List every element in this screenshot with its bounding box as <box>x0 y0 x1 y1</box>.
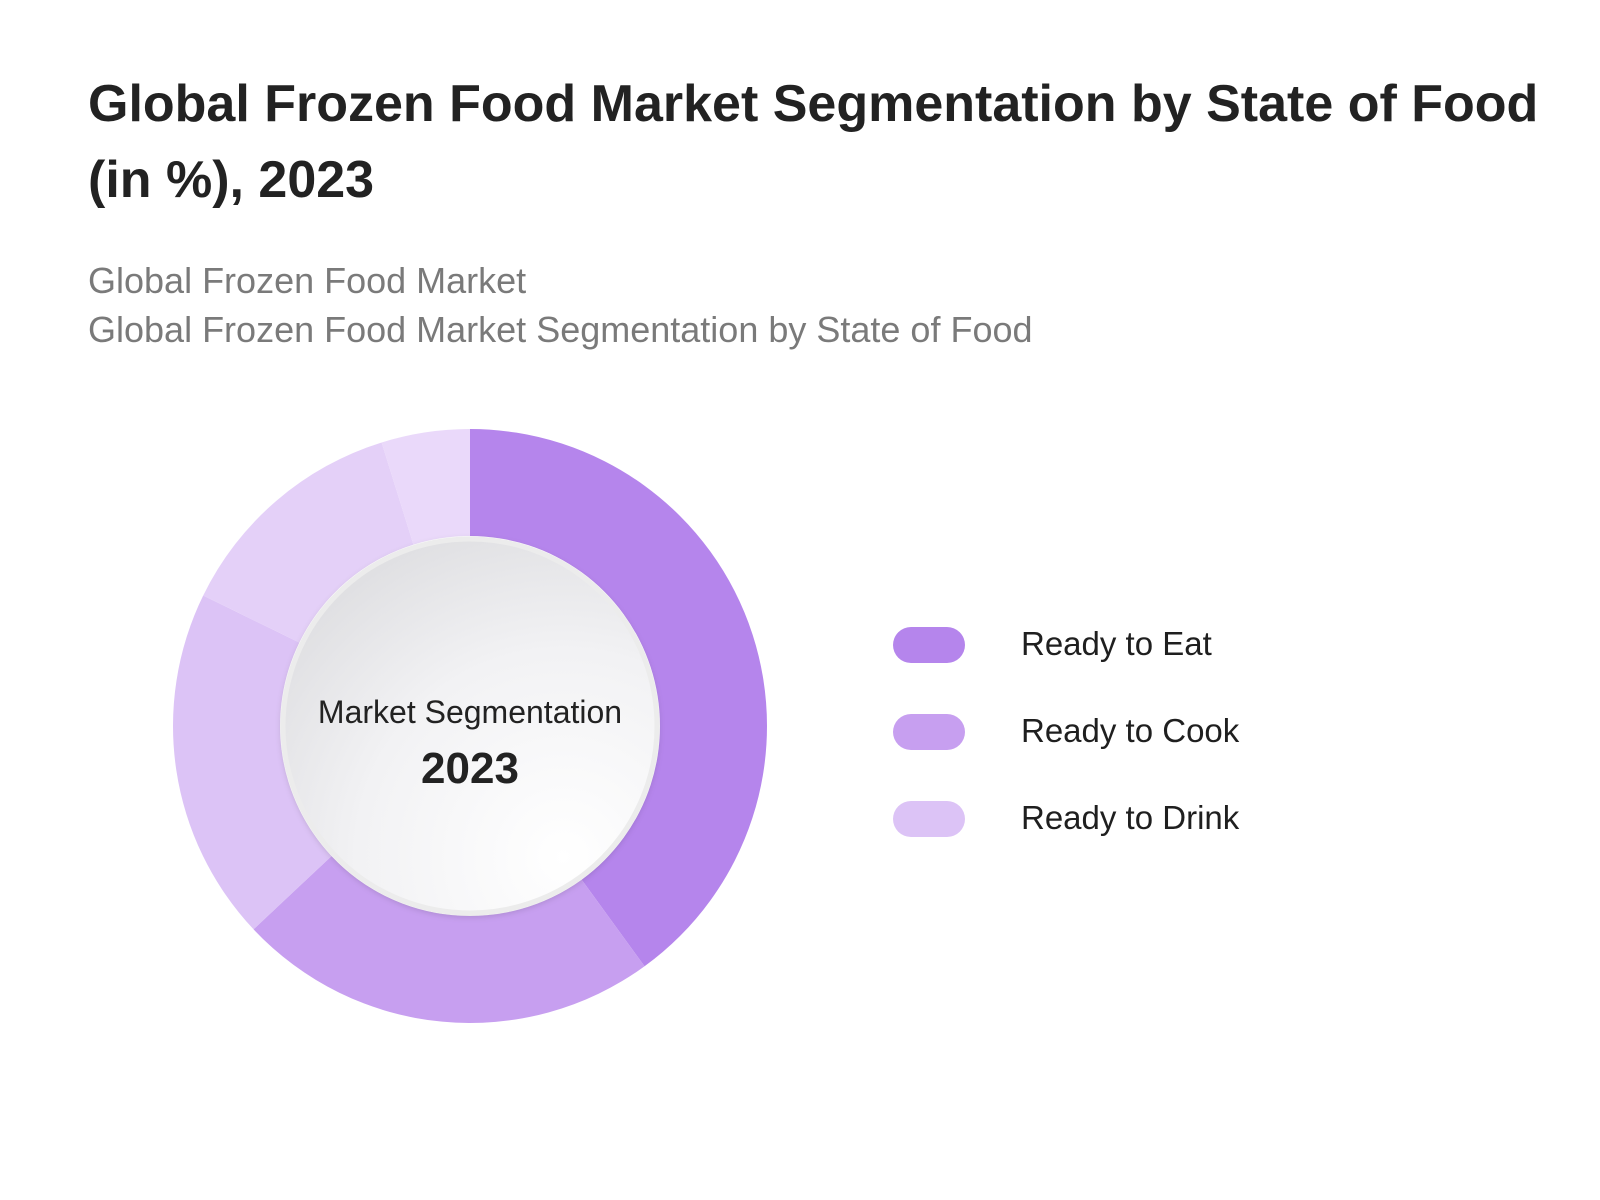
subtitle-line-2: Global Frozen Food Market Segmentation b… <box>88 309 1033 350</box>
slice-ready-to-drink-part-2[interactable] <box>203 442 414 643</box>
slice-ready-to-cook[interactable] <box>253 856 645 1024</box>
legend-swatch-ready-to-cook <box>893 714 965 750</box>
legend-label-ready-to-drink: Ready to Drink <box>1021 799 1240 836</box>
chart-title: Global Frozen Food Market Segmentation b… <box>88 75 1539 209</box>
center-year: 2023 <box>421 744 519 793</box>
legend-swatch-ready-to-drink <box>893 801 965 837</box>
center-label: Market Segmentation <box>317 694 623 730</box>
slice-ready-to-drink-part-3[interactable] <box>381 429 470 545</box>
legend-swatch-ready-to-eat <box>893 627 965 663</box>
slice-ready-to-eat[interactable] <box>470 429 767 967</box>
chart-subtitle: Global Frozen Food Market Global Frozen … <box>88 256 1488 354</box>
legend-label-ready-to-cook: Ready to Cook <box>1021 712 1240 749</box>
slice-ready-to-drink-part-1[interactable] <box>173 595 332 930</box>
donut-slices <box>173 429 767 1024</box>
subtitle-line-1: Global Frozen Food Market <box>88 260 527 301</box>
legend-label-ready-to-eat: Ready to Eat <box>1021 625 1212 662</box>
donut-center-disc <box>280 536 660 916</box>
